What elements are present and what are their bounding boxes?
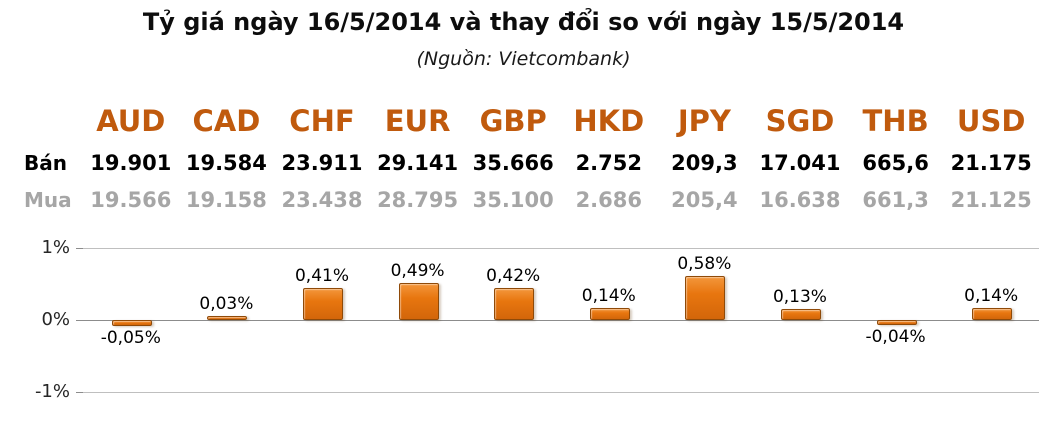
bar-gbp bbox=[494, 287, 535, 320]
currency-header-usd: USD bbox=[956, 104, 1026, 138]
buy-rate-chf: 23.438 bbox=[281, 187, 363, 212]
gridline-minus-one bbox=[83, 392, 1039, 393]
bar-aud bbox=[111, 320, 152, 326]
bar-hkd bbox=[589, 307, 630, 320]
bar-slot-chf: 0,41% bbox=[274, 248, 370, 392]
bar-value-label-hkd: 0,14% bbox=[581, 285, 636, 306]
sell-rate-thb: 665,6 bbox=[862, 150, 929, 175]
row-label-sell: Bán bbox=[24, 150, 67, 175]
bar-value-label-cad: 0,03% bbox=[199, 293, 254, 314]
bar-value-label-jpy: 0,58% bbox=[677, 254, 732, 275]
y-tick bbox=[76, 248, 83, 249]
bar-slot-sgd: 0,13% bbox=[752, 248, 848, 392]
buy-rate-gbp: 35.100 bbox=[472, 187, 554, 212]
currency-header-chf: CHF bbox=[289, 104, 355, 138]
bar-slot-thb: -0,04% bbox=[848, 248, 944, 392]
bar-value-label-aud: -0,05% bbox=[100, 327, 161, 348]
buy-rate-usd: 21.125 bbox=[950, 187, 1032, 212]
sell-rate-usd: 21.175 bbox=[950, 150, 1032, 175]
y-axis-label-zero: 0% bbox=[41, 309, 70, 330]
buy-rate-cad: 19.158 bbox=[185, 187, 267, 212]
bar-value-label-gbp: 0,42% bbox=[486, 265, 541, 286]
sell-rate-cad: 19.584 bbox=[185, 150, 267, 175]
bar-sgd bbox=[780, 308, 821, 320]
buy-rate-eur: 28.795 bbox=[377, 187, 459, 212]
buy-rate-sgd: 16.638 bbox=[759, 187, 841, 212]
currency-header-aud: AUD bbox=[96, 104, 166, 138]
buy-rate-hkd: 2.686 bbox=[575, 187, 642, 212]
page-title: Tỷ giá ngày 16/5/2014 và thay đổi so với… bbox=[142, 8, 905, 36]
currency-header-cad: CAD bbox=[192, 104, 261, 138]
currency-header-thb: THB bbox=[862, 104, 929, 138]
bar-thb bbox=[876, 320, 917, 325]
bar-value-label-sgd: 0,13% bbox=[772, 286, 827, 307]
bar-value-label-thb: -0,04% bbox=[865, 326, 926, 347]
currency-header-eur: EUR bbox=[384, 104, 451, 138]
row-label-buy: Mua bbox=[24, 187, 72, 212]
sell-rate-gbp: 35.666 bbox=[472, 150, 554, 175]
bar-slot-jpy: 0,58% bbox=[657, 248, 753, 392]
sell-rate-sgd: 17.041 bbox=[759, 150, 841, 175]
y-tick bbox=[76, 392, 83, 393]
buy-rate-thb: 661,3 bbox=[862, 187, 929, 212]
bar-slot-hkd: 0,14% bbox=[561, 248, 657, 392]
bar-slot-eur: 0,49% bbox=[370, 248, 466, 392]
bar-slot-usd: 0,14% bbox=[943, 248, 1039, 392]
bar-slot-gbp: 0,42% bbox=[465, 248, 561, 392]
sell-rate-chf: 23.911 bbox=[281, 150, 363, 175]
bar-jpy bbox=[685, 276, 726, 320]
sell-rate-aud: 19.901 bbox=[90, 150, 172, 175]
buy-rate-jpy: 205,4 bbox=[671, 187, 738, 212]
y-axis-label-plus-one: 1% bbox=[41, 237, 70, 258]
bar-eur bbox=[398, 282, 439, 320]
rates-table: AUD CAD CHF EUR GBP HKD JPY SGD THB USD Bán 19.901 1… bbox=[8, 98, 1039, 218]
bar-slot-aud: -0,05% bbox=[83, 248, 179, 392]
plot-area: -0,05% 0,03% 0,41% 0,49% 0,42% 0,14% 0,58% 0,13… bbox=[83, 248, 1039, 392]
currency-header-hkd: HKD bbox=[573, 104, 645, 138]
y-tick bbox=[76, 320, 83, 321]
gridline-plus-one bbox=[83, 248, 1039, 249]
buy-rate-aud: 19.566 bbox=[90, 187, 172, 212]
bar-cad bbox=[207, 315, 248, 320]
page-subtitle: (Nguồn: Vietcombank) bbox=[416, 48, 631, 70]
bar-value-label-chf: 0,41% bbox=[294, 266, 349, 287]
bar-value-label-eur: 0,49% bbox=[390, 260, 445, 281]
y-axis-label-minus-one: -1% bbox=[34, 381, 70, 402]
bar-usd bbox=[972, 307, 1013, 320]
sell-rate-eur: 29.141 bbox=[377, 150, 459, 175]
sell-rate-hkd: 2.752 bbox=[575, 150, 642, 175]
table-corner bbox=[8, 98, 83, 144]
sell-rate-jpy: 209,3 bbox=[671, 150, 738, 175]
currency-header-gbp: GBP bbox=[479, 104, 547, 138]
gridline-zero bbox=[83, 320, 1039, 321]
currency-header-jpy: JPY bbox=[677, 104, 731, 138]
currency-header-sgd: SGD bbox=[765, 104, 835, 138]
bar-chf bbox=[302, 288, 343, 320]
bar-slot-cad: 0,03% bbox=[179, 248, 275, 392]
bar-value-label-usd: 0,14% bbox=[964, 285, 1019, 306]
